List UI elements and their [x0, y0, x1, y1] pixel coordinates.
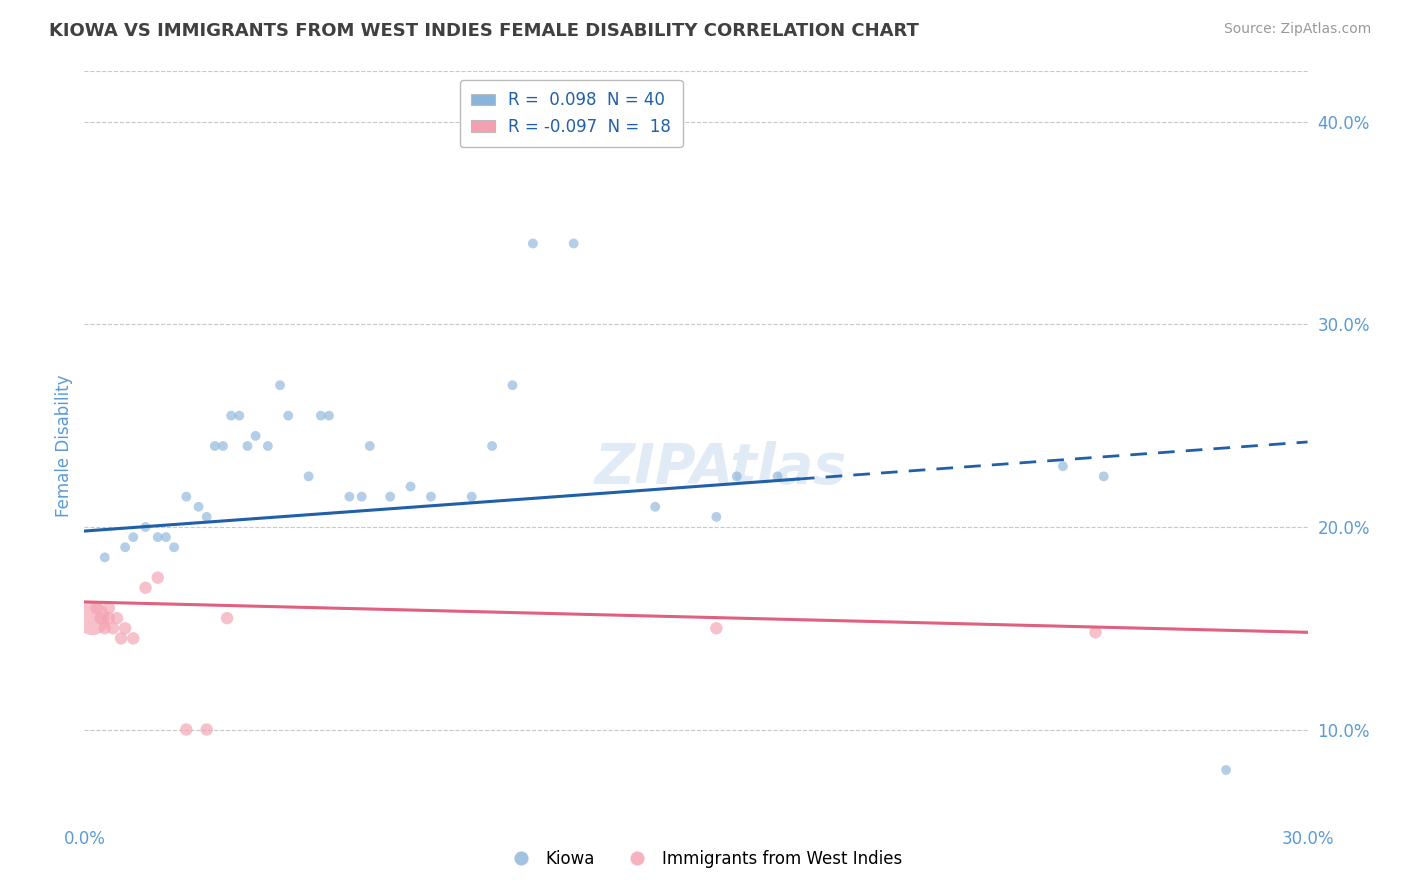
Point — [562, 236, 585, 251]
Point — [146, 571, 169, 585]
Legend: Kiowa, Immigrants from West Indies: Kiowa, Immigrants from West Indies — [498, 844, 908, 875]
Point — [399, 479, 422, 493]
Point — [90, 611, 112, 625]
Point — [257, 439, 280, 453]
Point — [212, 439, 235, 453]
Point — [105, 611, 128, 625]
Point — [93, 550, 115, 565]
Point — [269, 378, 291, 392]
Point — [318, 409, 340, 423]
Point — [481, 439, 503, 453]
Legend: R =  0.098  N = 40, R = -0.097  N =  18: R = 0.098 N = 40, R = -0.097 N = 18 — [460, 79, 682, 147]
Point — [187, 500, 209, 514]
Point — [298, 469, 321, 483]
Point — [420, 490, 443, 504]
Point — [163, 541, 186, 555]
Y-axis label: Female Disability: Female Disability — [55, 375, 73, 517]
Point — [1084, 625, 1107, 640]
Point — [522, 236, 544, 251]
Point — [644, 500, 666, 514]
Point — [195, 509, 218, 524]
Point — [204, 439, 226, 453]
Point — [706, 621, 728, 635]
Point — [1052, 459, 1074, 474]
Point — [82, 611, 104, 625]
Point — [93, 621, 115, 635]
Point — [228, 409, 250, 423]
Point — [217, 611, 239, 625]
Text: KIOWA VS IMMIGRANTS FROM WEST INDIES FEMALE DISABILITY CORRELATION CHART: KIOWA VS IMMIGRANTS FROM WEST INDIES FEM… — [49, 22, 920, 40]
Point — [1092, 469, 1115, 483]
Point — [339, 490, 361, 504]
Point — [245, 429, 267, 443]
Point — [135, 520, 157, 534]
Point — [122, 632, 145, 646]
Point — [114, 541, 136, 555]
Point — [277, 409, 299, 423]
Point — [174, 490, 197, 504]
Point — [155, 530, 177, 544]
Text: Source: ZipAtlas.com: Source: ZipAtlas.com — [1223, 22, 1371, 37]
Point — [380, 490, 402, 504]
Point — [236, 439, 259, 453]
Point — [195, 723, 218, 737]
Point — [97, 601, 120, 615]
Point — [110, 632, 132, 646]
Point — [97, 611, 120, 625]
Point — [219, 409, 242, 423]
Point — [502, 378, 524, 392]
Point — [135, 581, 157, 595]
Point — [309, 409, 332, 423]
Point — [766, 469, 789, 483]
Point — [725, 469, 748, 483]
Point — [122, 530, 145, 544]
Point — [146, 530, 169, 544]
Point — [86, 601, 108, 615]
Point — [706, 509, 728, 524]
Point — [1215, 763, 1237, 777]
Point — [359, 439, 381, 453]
Point — [101, 621, 124, 635]
Point — [461, 490, 484, 504]
Point — [174, 723, 197, 737]
Point — [114, 621, 136, 635]
Point — [350, 490, 373, 504]
Text: ZIPAtlas: ZIPAtlas — [595, 442, 846, 495]
